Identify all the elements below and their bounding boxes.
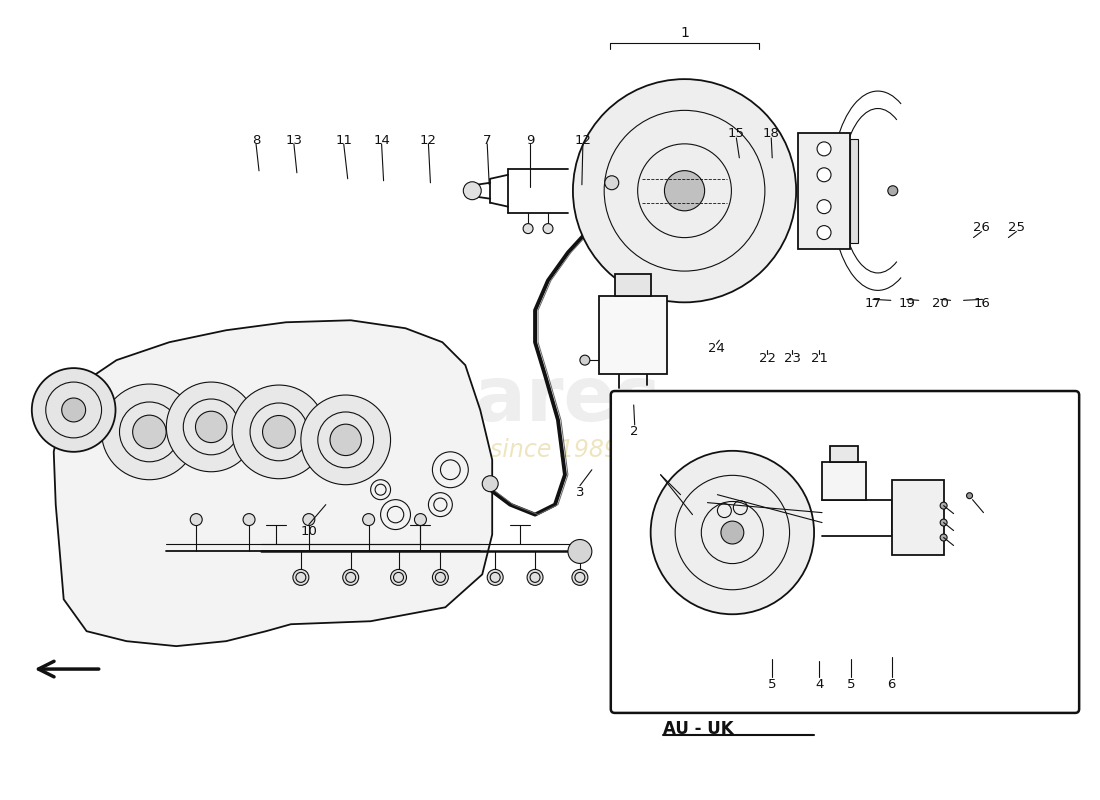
Circle shape: [293, 570, 309, 586]
Text: 15: 15: [728, 127, 745, 141]
Text: eurospares: eurospares: [179, 363, 662, 437]
Circle shape: [330, 424, 362, 455]
Circle shape: [101, 384, 197, 480]
Circle shape: [572, 570, 587, 586]
Bar: [615, 274, 650, 296]
Polygon shape: [54, 320, 492, 646]
Text: 9: 9: [526, 134, 535, 147]
Circle shape: [133, 415, 166, 449]
Circle shape: [263, 415, 295, 448]
Circle shape: [524, 224, 534, 234]
Circle shape: [196, 411, 227, 442]
Circle shape: [415, 514, 427, 526]
Circle shape: [363, 514, 375, 526]
Circle shape: [190, 514, 202, 526]
Circle shape: [940, 519, 947, 526]
Text: 12: 12: [420, 134, 437, 147]
Circle shape: [817, 168, 830, 182]
Circle shape: [940, 534, 947, 541]
Text: 22: 22: [759, 352, 775, 365]
Circle shape: [888, 186, 898, 196]
Circle shape: [390, 570, 407, 586]
Text: 5: 5: [847, 678, 855, 690]
Circle shape: [302, 514, 315, 526]
Circle shape: [343, 570, 359, 586]
Circle shape: [940, 502, 947, 509]
Circle shape: [817, 226, 830, 239]
Circle shape: [720, 521, 744, 544]
Circle shape: [166, 382, 256, 472]
Circle shape: [243, 514, 255, 526]
Bar: [850, 139, 858, 242]
Circle shape: [817, 142, 830, 156]
Text: 5: 5: [768, 678, 777, 690]
Circle shape: [463, 182, 481, 200]
Text: 20: 20: [932, 297, 949, 310]
Text: 1: 1: [680, 26, 689, 40]
Circle shape: [432, 570, 449, 586]
Text: 2: 2: [630, 426, 639, 438]
Text: a passion for parts since 1989: a passion for parts since 1989: [262, 438, 619, 462]
Circle shape: [573, 79, 796, 302]
Text: 8: 8: [252, 134, 261, 147]
Text: 26: 26: [974, 221, 990, 234]
Text: 25: 25: [1008, 221, 1025, 234]
Text: 4: 4: [815, 678, 823, 690]
Text: 14: 14: [373, 134, 390, 147]
Bar: [830, 446, 858, 462]
Circle shape: [605, 176, 619, 190]
Circle shape: [568, 539, 592, 563]
Bar: [892, 480, 944, 555]
Text: 7: 7: [483, 134, 492, 147]
Text: 24: 24: [708, 342, 725, 354]
Circle shape: [580, 355, 590, 365]
Text: 16: 16: [975, 297, 991, 310]
Circle shape: [967, 493, 972, 498]
Text: 17: 17: [865, 297, 881, 310]
Text: 18: 18: [762, 127, 780, 141]
Text: 13: 13: [285, 134, 303, 147]
Circle shape: [650, 451, 814, 614]
Circle shape: [62, 398, 86, 422]
Circle shape: [817, 200, 830, 214]
Text: AU - UK: AU - UK: [662, 720, 734, 738]
Text: 3: 3: [575, 486, 584, 499]
FancyBboxPatch shape: [610, 391, 1079, 713]
Circle shape: [301, 395, 390, 485]
Text: 11: 11: [336, 134, 352, 147]
Circle shape: [32, 368, 116, 452]
Circle shape: [487, 570, 503, 586]
Text: 21: 21: [811, 352, 827, 365]
Circle shape: [664, 170, 705, 211]
Text: 10: 10: [300, 525, 317, 538]
Text: 23: 23: [783, 352, 801, 365]
Text: 19: 19: [899, 297, 915, 310]
Circle shape: [232, 385, 326, 478]
Text: 12: 12: [574, 134, 592, 147]
Bar: [598, 296, 667, 374]
Circle shape: [527, 570, 543, 586]
Bar: [822, 462, 866, 500]
Bar: [799, 133, 850, 249]
Circle shape: [543, 224, 553, 234]
Circle shape: [482, 476, 498, 492]
Text: 6: 6: [888, 678, 896, 690]
